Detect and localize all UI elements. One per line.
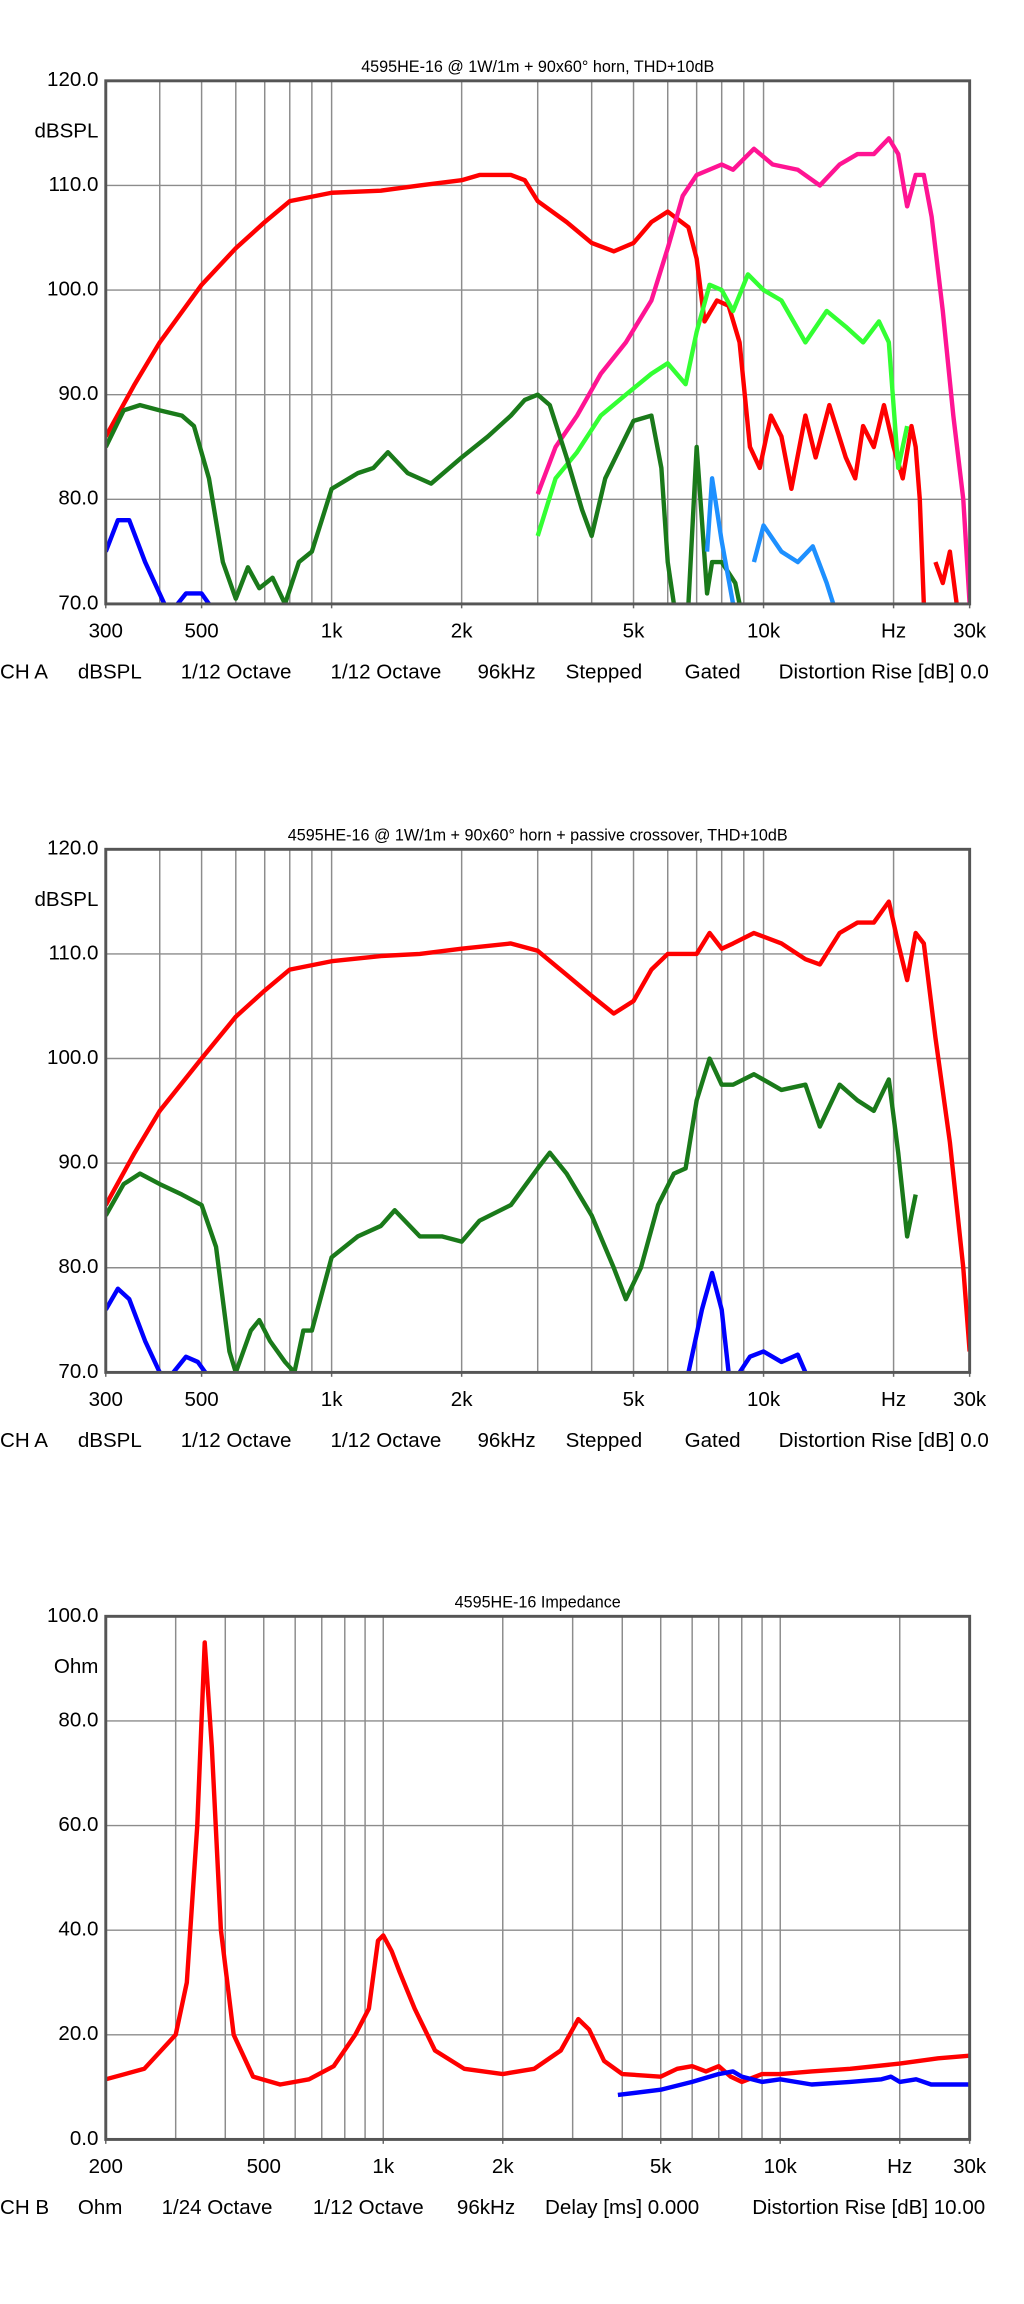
footer-text: Delay [ms] 0.000 bbox=[545, 2196, 699, 2219]
x-tick-label: 10k bbox=[764, 2155, 798, 2178]
x-tick-label: Hz bbox=[881, 619, 906, 642]
data-line bbox=[105, 172, 959, 604]
y-tick-label: 90.0 bbox=[58, 1151, 98, 1174]
x-tick-label: 5k bbox=[650, 2155, 672, 2178]
plot-frame bbox=[104, 847, 972, 1374]
plot-frame bbox=[104, 1614, 972, 2141]
x-tick-label: 5k bbox=[623, 1388, 645, 1411]
y-tick-label: 110.0 bbox=[49, 941, 99, 964]
footer-text: Distortion Rise [dB] 10.00 bbox=[752, 2196, 985, 2219]
data-line bbox=[105, 1056, 918, 1373]
x-tick-label: 10k bbox=[747, 619, 781, 642]
y-tick-label: 80.0 bbox=[58, 487, 98, 510]
data-line bbox=[105, 1640, 970, 2087]
x-tick-label: 1k bbox=[321, 619, 343, 642]
x-tick-label: 300 bbox=[89, 619, 123, 642]
y-tick-label: 80.0 bbox=[58, 1255, 98, 1278]
x-tick-label: 500 bbox=[184, 619, 218, 642]
data-line bbox=[535, 272, 910, 537]
footer-text: Distortion Rise [dB] 0.0 bbox=[779, 1429, 989, 1452]
chart-title: 4595HE-16 @ 1W/1m + 90x60° horn + passiv… bbox=[288, 826, 788, 844]
x-tick-label: Hz bbox=[881, 1388, 906, 1411]
x-tick-label: Hz bbox=[887, 2155, 912, 2178]
x-tick-label: 30k bbox=[953, 2155, 987, 2178]
y-tick-label: 100.0 bbox=[47, 277, 98, 300]
y-tick-label: 100.0 bbox=[47, 1604, 98, 1627]
data-line bbox=[704, 476, 836, 604]
footer-text: 1/12 Octave bbox=[181, 660, 292, 683]
footer-text: dBSPL bbox=[78, 1429, 142, 1452]
chart-title: 4595HE-16 Impedance bbox=[455, 1593, 621, 1611]
y-tick-label: 120.0 bbox=[47, 68, 98, 91]
plot bbox=[105, 1640, 970, 2098]
footer-text: 1/12 Octave bbox=[181, 1429, 292, 1452]
x-tick-label: 2k bbox=[451, 619, 473, 642]
data-line bbox=[105, 899, 970, 1352]
footer-text: CH A bbox=[0, 660, 48, 683]
x-tick-label: 500 bbox=[247, 2155, 281, 2178]
y-tick-label: 70.0 bbox=[58, 591, 98, 614]
y-tick-label: 60.0 bbox=[58, 1813, 98, 1836]
y-tick-label: 0.0 bbox=[70, 2127, 99, 2150]
data-line bbox=[535, 136, 970, 604]
footer-text: 96kHz bbox=[477, 1429, 535, 1452]
data-line bbox=[105, 518, 211, 604]
y-tick-label: 70.0 bbox=[58, 1360, 98, 1383]
y-axis-label: dBSPL bbox=[34, 120, 98, 143]
plot bbox=[105, 136, 970, 604]
footer-text: 1/12 Octave bbox=[331, 660, 442, 683]
x-tick-label: 500 bbox=[184, 1388, 218, 1411]
x-tick-label: 30k bbox=[953, 1388, 987, 1411]
x-tick-label: 1k bbox=[321, 1388, 343, 1411]
x-tick-label: 1k bbox=[372, 2155, 394, 2178]
x-tick-label: 300 bbox=[89, 1388, 123, 1411]
y-tick-label: 90.0 bbox=[58, 382, 98, 405]
data-line bbox=[105, 392, 742, 604]
y-tick-label: 20.0 bbox=[58, 2022, 98, 2045]
chart-title: 4595HE-16 @ 1W/1m + 90x60° horn, THD+10d… bbox=[361, 58, 714, 76]
plot-frame bbox=[104, 79, 972, 606]
footer-text: 96kHz bbox=[457, 2196, 515, 2219]
footer-text: CH A bbox=[0, 1429, 48, 1452]
footer-text: 96kHz bbox=[477, 660, 535, 683]
y-axis-label: Ohm bbox=[54, 1655, 99, 1678]
footer-text: Stepped bbox=[566, 660, 643, 683]
y-tick-label: 40.0 bbox=[58, 1918, 98, 1941]
footer-text: 1/12 Octave bbox=[331, 1429, 442, 1452]
footer-text: Gated bbox=[685, 1429, 741, 1452]
y-axis-label: dBSPL bbox=[34, 888, 98, 911]
y-tick-label: 120.0 bbox=[47, 837, 98, 860]
y-tick-label: 80.0 bbox=[58, 1708, 98, 1731]
footer-text: Ohm bbox=[78, 2196, 123, 2219]
footer-text: dBSPL bbox=[78, 660, 142, 683]
data-line bbox=[617, 2069, 970, 2098]
plot bbox=[105, 899, 970, 1373]
y-tick-label: 100.0 bbox=[47, 1046, 98, 1069]
footer-text: Distortion Rise [dB] 0.0 bbox=[779, 660, 989, 683]
footer-text: Stepped bbox=[566, 1429, 643, 1452]
x-tick-label: 30k bbox=[953, 619, 987, 642]
x-tick-label: 2k bbox=[451, 1388, 473, 1411]
x-tick-label: 200 bbox=[89, 2155, 123, 2178]
y-tick-label: 110.0 bbox=[49, 173, 99, 196]
x-tick-label: 5k bbox=[623, 619, 645, 642]
data-line bbox=[105, 1270, 808, 1373]
x-tick-label: 2k bbox=[492, 2155, 514, 2178]
footer-text: CH B bbox=[0, 2196, 49, 2219]
footer-text: Gated bbox=[685, 660, 741, 683]
x-tick-label: 10k bbox=[747, 1388, 781, 1411]
footer-text: 1/12 Octave bbox=[313, 2196, 424, 2219]
footer-text: 1/24 Octave bbox=[162, 2196, 273, 2219]
